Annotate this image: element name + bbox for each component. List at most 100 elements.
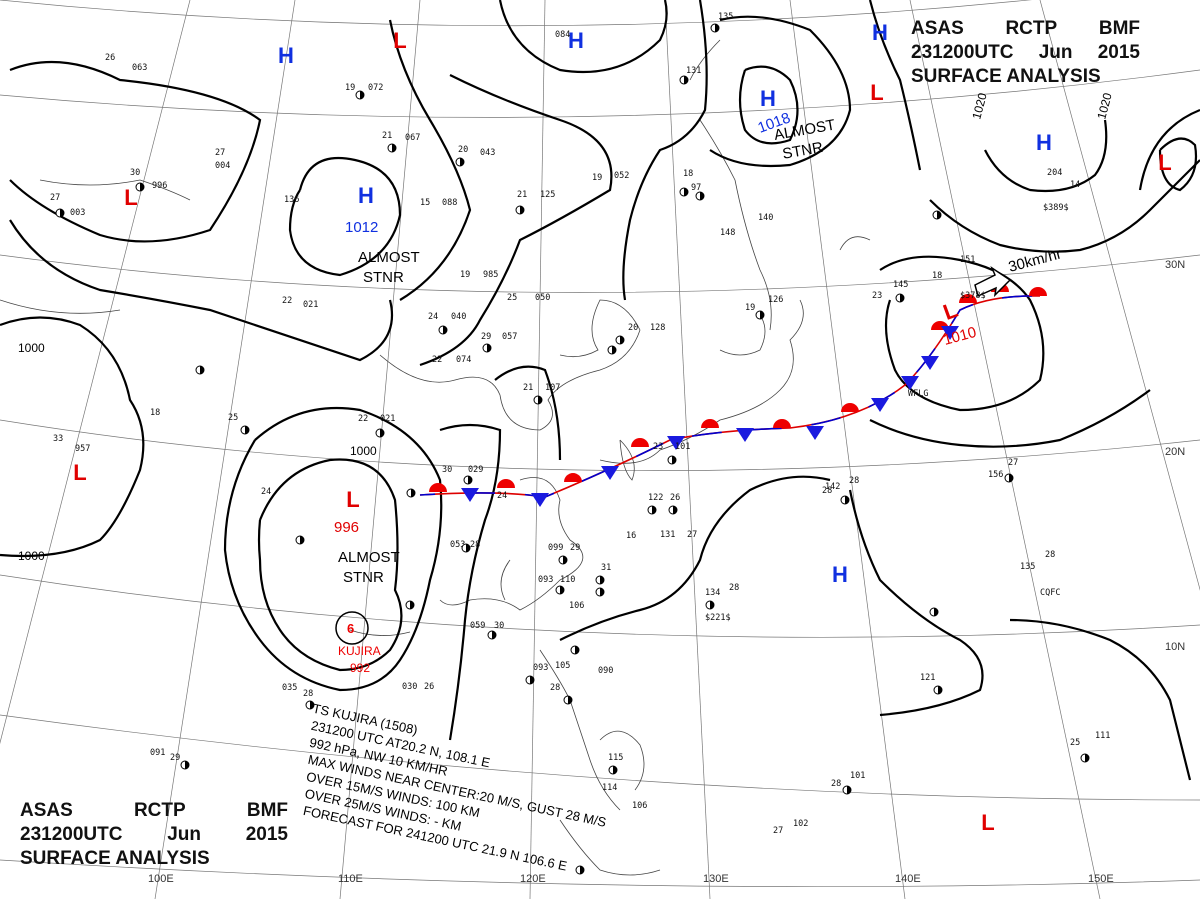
station-value: 093 — [538, 575, 553, 585]
station-value: 102 — [793, 819, 808, 829]
coastline — [559, 299, 641, 358]
station-cloud-cover-icon — [492, 631, 496, 639]
high-pressure-center: H — [1036, 130, 1052, 155]
station-value: 14 — [1070, 180, 1080, 190]
isobar-label: 1020 — [1094, 91, 1115, 121]
station-cloud-cover-icon — [1085, 754, 1089, 762]
station-value: 29 — [570, 543, 580, 553]
warm-front-bump — [631, 438, 649, 447]
isobar — [559, 475, 831, 641]
station-cloud-cover-icon — [538, 396, 542, 404]
station-cloud-cover-icon — [937, 211, 941, 219]
station-value: 093 — [533, 663, 548, 673]
station-cloud-cover-icon — [600, 588, 604, 596]
station-value: $378$ — [960, 291, 986, 301]
station-value: 27 — [773, 826, 783, 836]
station-value: 15 — [420, 198, 430, 208]
station-cloud-cover-icon — [684, 76, 688, 84]
station-value: 107 — [545, 383, 560, 393]
map-header-top-right: ASAS RCTP BMF 231200UTC Jun 2015 SURFACE ANA… — [911, 17, 1140, 89]
isobar — [1138, 108, 1200, 191]
station-cloud-cover-icon — [600, 576, 604, 584]
station-value: 20 — [628, 323, 638, 333]
isobar — [9, 60, 262, 243]
longitude-label: 130E — [703, 873, 729, 885]
station-value: 131 — [686, 66, 701, 76]
station-value: 23 — [653, 442, 663, 452]
station-value: 029 — [468, 465, 483, 475]
low-pressure-center: L — [393, 28, 406, 53]
isobars — [0, 0, 1200, 781]
station-value: 20 — [458, 145, 468, 155]
station-value: 050 — [535, 293, 550, 303]
cold-front-triangle — [871, 398, 889, 412]
high-pressure-center: H — [760, 86, 776, 111]
station-value: 136 — [284, 195, 299, 205]
isobar-label: 1020 — [969, 91, 990, 121]
station-value: 053 — [450, 540, 465, 550]
station-value: 084 — [555, 30, 570, 40]
warm-front-bump — [701, 419, 719, 428]
movement-arrow-icon — [974, 265, 1012, 298]
low-pressure-center: L — [981, 810, 994, 835]
longitude-line — [529, 0, 546, 899]
isobar — [984, 119, 1108, 193]
station-value: 16 — [626, 531, 636, 541]
header-code: BMF — [246, 800, 288, 821]
warm-front-bump — [1029, 287, 1047, 296]
coastlines — [0, 39, 871, 876]
isobar — [288, 156, 402, 277]
warm-front-bump — [841, 403, 859, 412]
low-pressure-center: L — [73, 460, 86, 485]
station-value: 142 — [825, 482, 840, 492]
longitude-label: 120E — [520, 873, 546, 885]
station-value: 28 — [831, 779, 841, 789]
isobar — [223, 406, 443, 692]
station-value: 140 — [758, 213, 773, 223]
header-station: RCTP — [133, 800, 186, 821]
station-cloud-cover-icon — [847, 786, 851, 794]
isobar — [1158, 137, 1198, 192]
high-pressure-center: H — [568, 28, 584, 53]
station-cloud-cover-icon — [568, 696, 572, 704]
typhoon-kujira: 6 KUJIRA 992 — [335, 611, 381, 675]
header-station: RCTP — [1005, 18, 1058, 39]
station-value: 27 — [215, 148, 225, 158]
station-value: 28 — [729, 583, 739, 593]
station-value: 021 — [303, 300, 318, 310]
station-cloud-cover-icon — [700, 192, 704, 200]
station-cloud-cover-icon — [684, 188, 688, 196]
isobar — [929, 159, 1200, 253]
station-value: 040 — [451, 312, 466, 322]
station-value: 22 — [432, 355, 442, 365]
typhoon-symbol-icon: 6 — [347, 621, 354, 636]
longitude-label: 110E — [338, 873, 363, 885]
station-cloud-cover-icon — [672, 456, 676, 464]
station-value: 19 — [592, 173, 602, 183]
station-value: 29 — [481, 332, 491, 342]
longitude-line — [789, 0, 906, 899]
header-agency: ASAS — [911, 18, 964, 39]
header-month: Jun — [1038, 42, 1073, 63]
isobar — [848, 489, 984, 717]
latitude-line — [0, 859, 1200, 888]
station-cloud-cover-icon — [845, 496, 849, 504]
station-cloud-cover-icon — [360, 91, 364, 99]
coastline — [559, 819, 661, 876]
station-value: 135 — [1020, 562, 1035, 572]
station-value: 30 — [494, 621, 504, 631]
station-value: 22 — [282, 296, 292, 306]
station-value: 101 — [850, 771, 865, 781]
station-cloud-cover-icon — [760, 311, 764, 319]
station-value: 30 — [442, 465, 452, 475]
header-agency: ASAS — [20, 800, 73, 821]
station-value: 23 — [872, 291, 882, 301]
station-cloud-cover-icon — [613, 766, 617, 774]
longitude-label: 150E — [1088, 873, 1114, 885]
coastline — [0, 299, 121, 314]
station-cloud-cover-icon — [245, 426, 249, 434]
station-value: 067 — [405, 133, 420, 143]
longitude-label: 100E — [148, 873, 174, 885]
station-value: 145 — [893, 280, 908, 290]
